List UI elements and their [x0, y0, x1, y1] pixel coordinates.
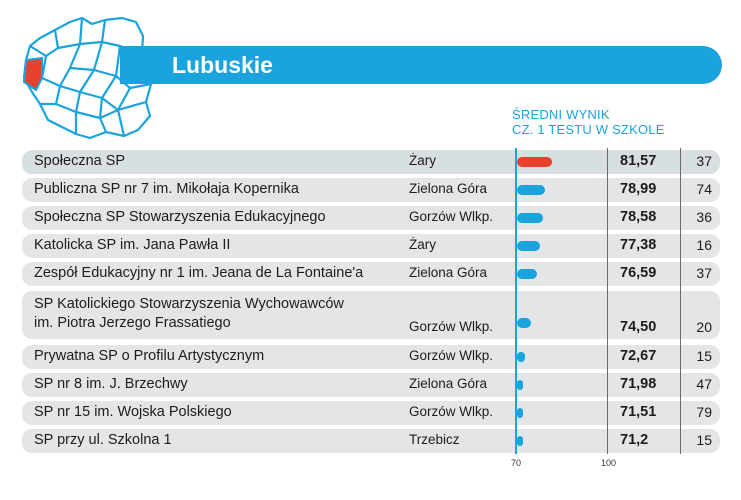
score-bar	[517, 318, 531, 328]
tick-label-70: 70	[511, 458, 522, 468]
table-row: Katolicka SP im. Jana Pawła II Żary 77,38 1…	[22, 234, 720, 258]
score-value: 71,98	[620, 376, 657, 392]
score-value: 76,59	[620, 265, 657, 281]
score-value: 74,50	[620, 319, 657, 335]
school-name: SP Katolickiego Stowarzyszenia Wychowawc…	[34, 296, 344, 312]
score-value: 78,58	[620, 209, 657, 225]
title-banner	[120, 46, 722, 84]
table-row: Publiczna SP nr 7 im. Mikołaja Kopernika…	[22, 178, 720, 202]
lubuskie-region	[22, 56, 43, 92]
rank-value: 37	[696, 265, 712, 281]
school-name: SP przy ul. Szkolna 1	[34, 432, 172, 448]
table-row: SP Katolickiego Stowarzyszenia Wychowawc…	[22, 291, 720, 339]
page-title: Lubuskie	[172, 52, 273, 78]
school-name: SP nr 15 im. Wojska Polskiego	[34, 404, 232, 420]
table-row: Społeczna SP Żary 81,57 37	[22, 150, 720, 174]
table-row: SP nr 8 im. J. Brzechwy Zielona Góra 71,98…	[22, 373, 720, 397]
score-value: 78,99	[620, 181, 657, 197]
school-name: Zespół Edukacyjny nr 1 im. Jeana de La F…	[34, 265, 364, 281]
table-row: Zespół Edukacyjny nr 1 im. Jeana de La F…	[22, 262, 720, 286]
axis-line-70	[515, 148, 517, 454]
score-bar	[517, 352, 526, 362]
city: Gorzów Wlkp.	[409, 404, 494, 419]
rank-divider-line	[680, 148, 681, 454]
city: Gorzów Wlkp.	[409, 319, 494, 334]
city: Zielona Góra	[409, 265, 488, 280]
school-name-line2: im. Piotra Jerzego Frassatiego	[34, 315, 231, 331]
city: Żary	[409, 153, 436, 168]
school-name: SP nr 8 im. J. Brzechwy	[34, 376, 188, 392]
score-value: 71,2	[620, 432, 649, 448]
axis-line-100	[607, 148, 608, 454]
city: Żary	[409, 237, 436, 252]
score-value: 77,38	[620, 237, 657, 253]
score-bar	[517, 241, 540, 251]
table-row: SP przy ul. Szkolna 1 Trzebicz 71,2 15	[22, 429, 720, 453]
rank-value: 15	[696, 348, 712, 364]
rank-value: 20	[696, 319, 712, 335]
city: Zielona Góra	[409, 181, 488, 196]
rank-value: 15	[696, 432, 712, 448]
score-bar	[517, 380, 524, 390]
score-column-heading: ŚREDNI WYNIK CZ. 1 TESTU W SZKOLE	[512, 107, 712, 137]
rank-value: 74	[696, 181, 712, 197]
city: Gorzów Wlkp.	[409, 348, 494, 363]
score-bar	[517, 185, 545, 195]
score-value: 71,51	[620, 404, 657, 420]
score-bar	[517, 213, 544, 223]
score-value: 81,57	[620, 153, 657, 169]
score-column-heading-line2: CZ. 1 TESTU W SZKOLE	[512, 122, 665, 137]
school-name: Publiczna SP nr 7 im. Mikołaja Kopernika	[34, 181, 299, 197]
score-bar	[517, 269, 538, 279]
table-row: Społeczna SP Stowarzyszenia Edukacyjnego…	[22, 206, 720, 230]
table-row: Prywatna SP o Profilu Artystycznym Gorzów…	[22, 345, 720, 369]
city: Zielona Góra	[409, 376, 488, 391]
score-bar	[517, 157, 553, 167]
rank-value: 79	[696, 404, 712, 420]
school-name: Prywatna SP o Profilu Artystycznym	[34, 348, 265, 364]
score-column-heading-line1: ŚREDNI WYNIK	[512, 107, 610, 122]
school-name: Społeczna SP	[34, 153, 126, 169]
rank-value: 47	[696, 376, 712, 392]
school-name: Katolicka SP im. Jana Pawła II	[34, 237, 231, 253]
rank-value: 16	[696, 237, 712, 253]
score-bar	[517, 436, 523, 446]
rank-value: 37	[696, 153, 712, 169]
score-bar	[517, 408, 523, 418]
city: Trzebicz	[409, 432, 460, 447]
school-name: Społeczna SP Stowarzyszenia Edukacyjnego	[34, 209, 326, 225]
table-row: SP nr 15 im. Wojska Polskiego Gorzów Wlkp…	[22, 401, 720, 425]
poland-map-icon	[22, 16, 153, 140]
city: Gorzów Wlkp.	[409, 209, 494, 224]
rank-value: 36	[696, 209, 712, 225]
tick-label-100: 100	[601, 458, 617, 468]
score-value: 72,67	[620, 348, 657, 364]
